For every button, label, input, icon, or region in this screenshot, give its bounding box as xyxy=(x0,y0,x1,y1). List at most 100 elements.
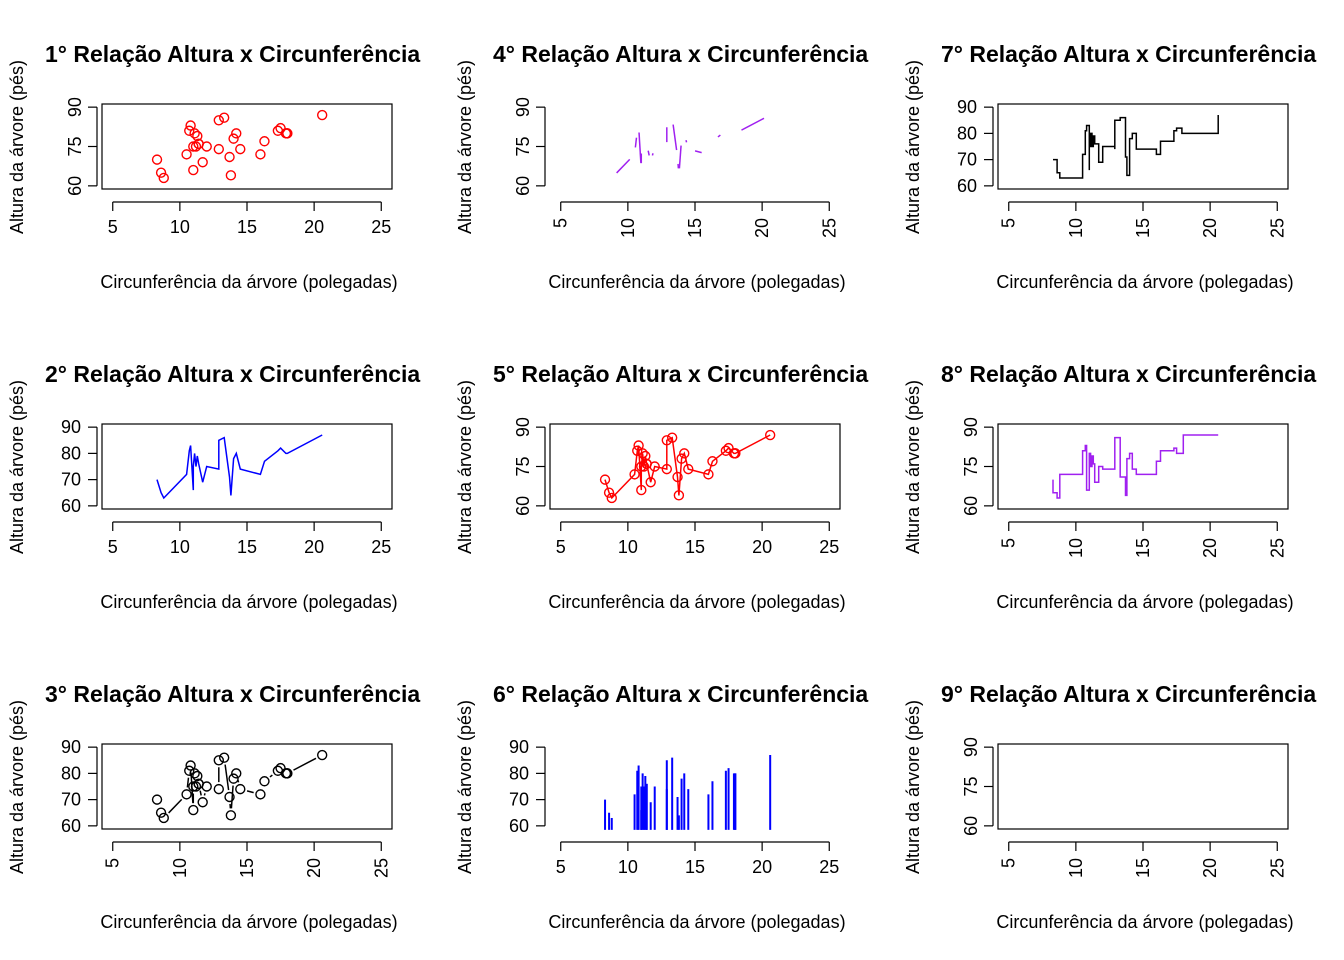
x-tick-label: 25 xyxy=(819,218,839,238)
x-tick-label: 5 xyxy=(556,857,566,877)
data-point xyxy=(185,120,196,131)
x-tick-label: 5 xyxy=(108,537,118,557)
data-line-segment xyxy=(651,153,654,156)
x-tick-label: 20 xyxy=(304,537,324,557)
data-point xyxy=(184,765,195,776)
y-tick-label: 60 xyxy=(957,176,977,196)
y-axis-label: Altura da árvore (pés) xyxy=(7,700,27,874)
x-axis: 5 10 15 20 25 xyxy=(999,201,1287,238)
data-point xyxy=(228,773,239,784)
y-axis-label: Altura da árvore (pés) xyxy=(903,60,923,234)
x-tick-label: 25 xyxy=(819,857,839,877)
data-point xyxy=(231,768,242,779)
plot-box xyxy=(549,423,841,510)
y-tick-label: 60 xyxy=(961,816,981,836)
x-tick-label: 25 xyxy=(1267,858,1287,878)
data-point xyxy=(201,141,212,152)
y-tick-label: 60 xyxy=(61,496,81,516)
chart-title: 7° Relação Altura x Circunferência xyxy=(941,41,1316,67)
plot-box xyxy=(997,103,1289,190)
x-tick-label: 10 xyxy=(618,857,638,877)
chart-title: 5° Relação Altura x Circunferência xyxy=(493,361,868,387)
x-tick-label: 20 xyxy=(1200,858,1220,878)
x-axis: 5 10 15 20 25 xyxy=(108,201,391,237)
data-line-segment xyxy=(186,777,190,788)
plot-box xyxy=(101,423,393,510)
x-tick-label: 25 xyxy=(371,858,391,878)
y-tick-label: 60 xyxy=(513,496,533,516)
data-point xyxy=(645,477,656,488)
data-line-segment xyxy=(694,150,702,154)
y-tick-label: 90 xyxy=(961,417,981,437)
y-axis-label: Altura da árvore (pés) xyxy=(455,700,475,874)
data-point xyxy=(282,128,293,139)
data-point xyxy=(213,755,225,766)
x-tick-label: 25 xyxy=(819,537,839,557)
x-tick-label: 15 xyxy=(1133,538,1153,558)
x-tick-label: 10 xyxy=(1066,858,1086,878)
y-tick-label: 60 xyxy=(61,816,81,836)
x-tick-label: 25 xyxy=(1267,218,1287,238)
x-axis: 5 10 15 20 25 xyxy=(556,521,839,557)
data-point xyxy=(192,130,203,142)
data-point xyxy=(188,141,199,152)
x-tick-label: 15 xyxy=(685,218,705,238)
y-tick-label: 90 xyxy=(509,737,529,757)
y-tick-label: 75 xyxy=(961,456,981,476)
y-tick-label: 60 xyxy=(509,816,529,836)
data-point xyxy=(637,448,648,459)
x-tick-label: 5 xyxy=(551,218,571,228)
x-axis-label: Circunferência da árvore (polegadas) xyxy=(996,272,1293,292)
data-point xyxy=(676,453,687,464)
data-point xyxy=(224,791,235,803)
chart-panel-3: 3° Relação Altura x Circunferência Circun… xyxy=(7,681,420,932)
x-tick-label: 15 xyxy=(1133,218,1153,238)
chart-title: 8° Relação Altura x Circunferência xyxy=(941,361,1316,387)
data-point xyxy=(599,474,611,485)
y-tick-label: 70 xyxy=(61,790,81,810)
data-point xyxy=(723,442,734,454)
y-tick-label: 80 xyxy=(509,763,529,783)
data-point xyxy=(661,463,673,475)
x-axis: 5 10 15 20 25 xyxy=(999,521,1287,558)
data-point xyxy=(185,760,196,771)
data-series xyxy=(616,117,765,174)
x-axis-label: Circunferência da árvore (polegadas) xyxy=(100,272,397,292)
plot-box xyxy=(101,103,393,190)
y-tick-label: 80 xyxy=(957,123,977,143)
y-axis-label: Altura da árvore (pés) xyxy=(903,380,923,554)
data-point xyxy=(679,448,690,459)
data-line-segment xyxy=(224,764,230,791)
x-axis-label: Circunferência da árvore (polegadas) xyxy=(996,912,1293,932)
data-point xyxy=(640,450,651,462)
plot-box xyxy=(101,743,393,830)
data-point xyxy=(683,463,694,475)
data-line xyxy=(604,434,771,500)
y-axis-label: Altura da árvore (pés) xyxy=(903,700,923,874)
data-point xyxy=(255,789,266,800)
data-line-segment xyxy=(685,139,688,143)
data-series xyxy=(599,429,776,504)
x-tick-label: 15 xyxy=(685,857,705,877)
data-point xyxy=(188,164,199,176)
data-line-segment xyxy=(203,793,206,796)
y-tick-label: 90 xyxy=(961,737,981,757)
chart-panel-1: 1° Relação Altura x Circunferência Circun… xyxy=(7,41,420,292)
data-point xyxy=(158,172,169,184)
data-series xyxy=(156,434,323,500)
data-point xyxy=(189,768,200,779)
y-tick-label: 80 xyxy=(61,443,81,463)
data-line-segment xyxy=(246,790,254,794)
chart-panel-5: 5° Relação Altura x Circunferência Circun… xyxy=(455,361,868,612)
data-point xyxy=(632,445,643,456)
x-tick-label: 10 xyxy=(170,858,190,878)
y-axis: 60 75 90 xyxy=(65,97,98,196)
x-tick-label: 5 xyxy=(999,218,1019,228)
chart-title: 6° Relação Altura x Circunferência xyxy=(493,681,868,707)
data-point xyxy=(255,149,266,160)
data-line-segment xyxy=(616,158,631,174)
data-point xyxy=(633,440,644,451)
chart-panel-8: 8° Relação Altura x Circunferência Circun… xyxy=(903,361,1316,612)
data-point xyxy=(192,770,203,782)
